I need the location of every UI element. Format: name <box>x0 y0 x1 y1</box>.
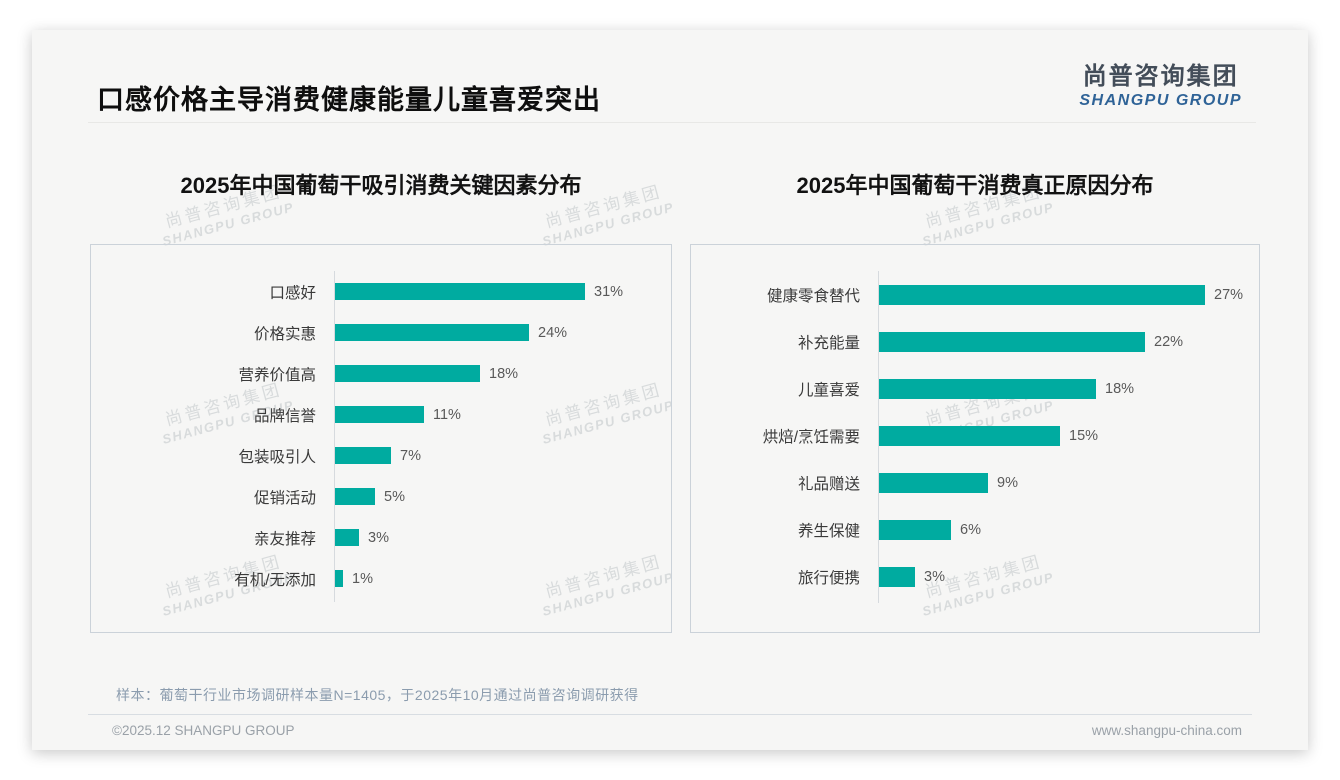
category-label: 儿童喜爱 <box>797 381 860 399</box>
bar <box>879 472 988 493</box>
page-title: 口感价格主导消费健康能量儿童喜爱突出 <box>97 85 601 115</box>
y-axis-line <box>878 271 879 603</box>
bar <box>335 529 359 546</box>
y-axis-line <box>334 271 335 602</box>
bar <box>335 488 375 505</box>
value-label: 1% <box>352 570 373 587</box>
value-label: 3% <box>368 529 389 546</box>
chart-row: 健康零食替代 27% <box>691 271 1259 318</box>
value-label: 15% <box>1069 427 1099 444</box>
bar <box>879 284 1205 305</box>
bar <box>335 570 343 587</box>
header-divider <box>88 122 1256 123</box>
copyright-text: ©2025.12 SHANGPU GROUP <box>112 723 295 738</box>
value-label: 18% <box>1105 380 1135 397</box>
logo-chinese-text: 尚普咨询集团 <box>1082 63 1239 90</box>
value-label: 7% <box>400 447 421 464</box>
value-label: 3% <box>924 568 945 585</box>
chart-row: 包装吸引人 7% <box>91 435 671 476</box>
value-label: 22% <box>1154 333 1184 350</box>
sample-note: 样本：葡萄干行业市场调研样本量N=1405，于2025年10月通过尚普咨询调研获… <box>116 687 639 703</box>
chart-rows: 口感好 31% 价格实惠 24% 营养价值高 18% 品牌信誉 11% 包装吸引人 7% 促销活动 5… <box>91 271 671 599</box>
chart-row: 口感好 31% <box>91 271 671 312</box>
bar <box>879 378 1096 399</box>
bar <box>879 519 951 540</box>
chart-row: 品牌信誉 11% <box>91 394 671 435</box>
chart-row: 儿童喜爱 18% <box>691 365 1259 412</box>
chart-row: 亲友推荐 3% <box>91 517 671 558</box>
chart-row: 补充能量 22% <box>691 318 1259 365</box>
chart-row: 养生保健 6% <box>691 506 1259 553</box>
category-label: 包装吸引人 <box>238 448 316 466</box>
category-label: 礼品赠送 <box>797 475 860 493</box>
chart-panel-left: 口感好 31% 价格实惠 24% 营养价值高 18% 品牌信誉 11% 包装吸引人 7% 促销活动 5… <box>90 244 672 633</box>
category-label: 促销活动 <box>253 489 316 507</box>
category-label: 有机/无添加 <box>234 571 316 589</box>
value-label: 11% <box>433 406 461 423</box>
bar <box>879 425 1060 446</box>
chart-rows: 健康零食替代 27% 补充能量 22% 儿童喜爱 18% 烘焙/烹饪需要 15% 礼品赠送 9% 养… <box>691 271 1259 600</box>
chart-title-left: 2025年中国葡萄干吸引消费关键因素分布 <box>180 173 582 198</box>
bar <box>335 365 480 382</box>
website-text: www.shangpu-china.com <box>1091 723 1242 738</box>
bar <box>335 283 585 300</box>
chart-row: 烘焙/烹饪需要 15% <box>691 412 1259 459</box>
value-label: 9% <box>997 474 1018 491</box>
value-label: 5% <box>384 488 405 505</box>
category-label: 营养价值高 <box>238 366 316 384</box>
value-label: 6% <box>960 521 981 538</box>
value-label: 27% <box>1214 286 1244 303</box>
category-label: 亲友推荐 <box>253 530 316 548</box>
bar <box>335 447 391 464</box>
chart-row: 营养价值高 18% <box>91 353 671 394</box>
chart-row: 旅行便携 3% <box>691 553 1259 600</box>
category-label: 价格实惠 <box>253 325 316 343</box>
value-label: 24% <box>538 324 568 341</box>
bar <box>335 406 424 423</box>
category-label: 补充能量 <box>797 334 860 352</box>
category-label: 健康零食替代 <box>766 287 860 305</box>
chart-panel-right: 健康零食替代 27% 补充能量 22% 儿童喜爱 18% 烘焙/烹饪需要 15% 礼品赠送 9% 养… <box>690 244 1260 633</box>
slide: 尚普咨询集团 SHANGPU GROUP 尚普咨询集团 SHANGPU GROUP 尚普… <box>32 30 1308 750</box>
footer-bar: ©2025.12 SHANGPU GROUP www.shangpu-china… <box>112 723 1242 738</box>
category-label: 烘焙/烹饪需要 <box>762 428 860 446</box>
bar <box>879 331 1145 352</box>
chart-row: 价格实惠 24% <box>91 312 671 353</box>
category-label: 旅行便携 <box>797 569 860 587</box>
footer-divider <box>88 714 1252 715</box>
logo: 尚普咨询集团 SHANGPU GROUP <box>1079 56 1242 110</box>
value-label: 18% <box>489 365 519 382</box>
category-label: 品牌信誉 <box>253 407 316 425</box>
category-label: 口感好 <box>269 284 316 302</box>
bar <box>879 566 915 587</box>
logo-english-text: SHANGPU GROUP <box>1079 92 1242 109</box>
chart-row: 礼品赠送 9% <box>691 459 1259 506</box>
value-label: 31% <box>594 283 624 300</box>
chart-row: 促销活动 5% <box>91 476 671 517</box>
bar <box>335 324 529 341</box>
category-label: 养生保健 <box>797 522 860 540</box>
chart-title-right: 2025年中国葡萄干消费真正原因分布 <box>796 173 1154 198</box>
chart-row: 有机/无添加 1% <box>91 558 671 599</box>
slide-content: 口感价格主导消费健康能量儿童喜爱突出 尚普咨询集团 SHANGPU GROUP … <box>32 30 1308 750</box>
